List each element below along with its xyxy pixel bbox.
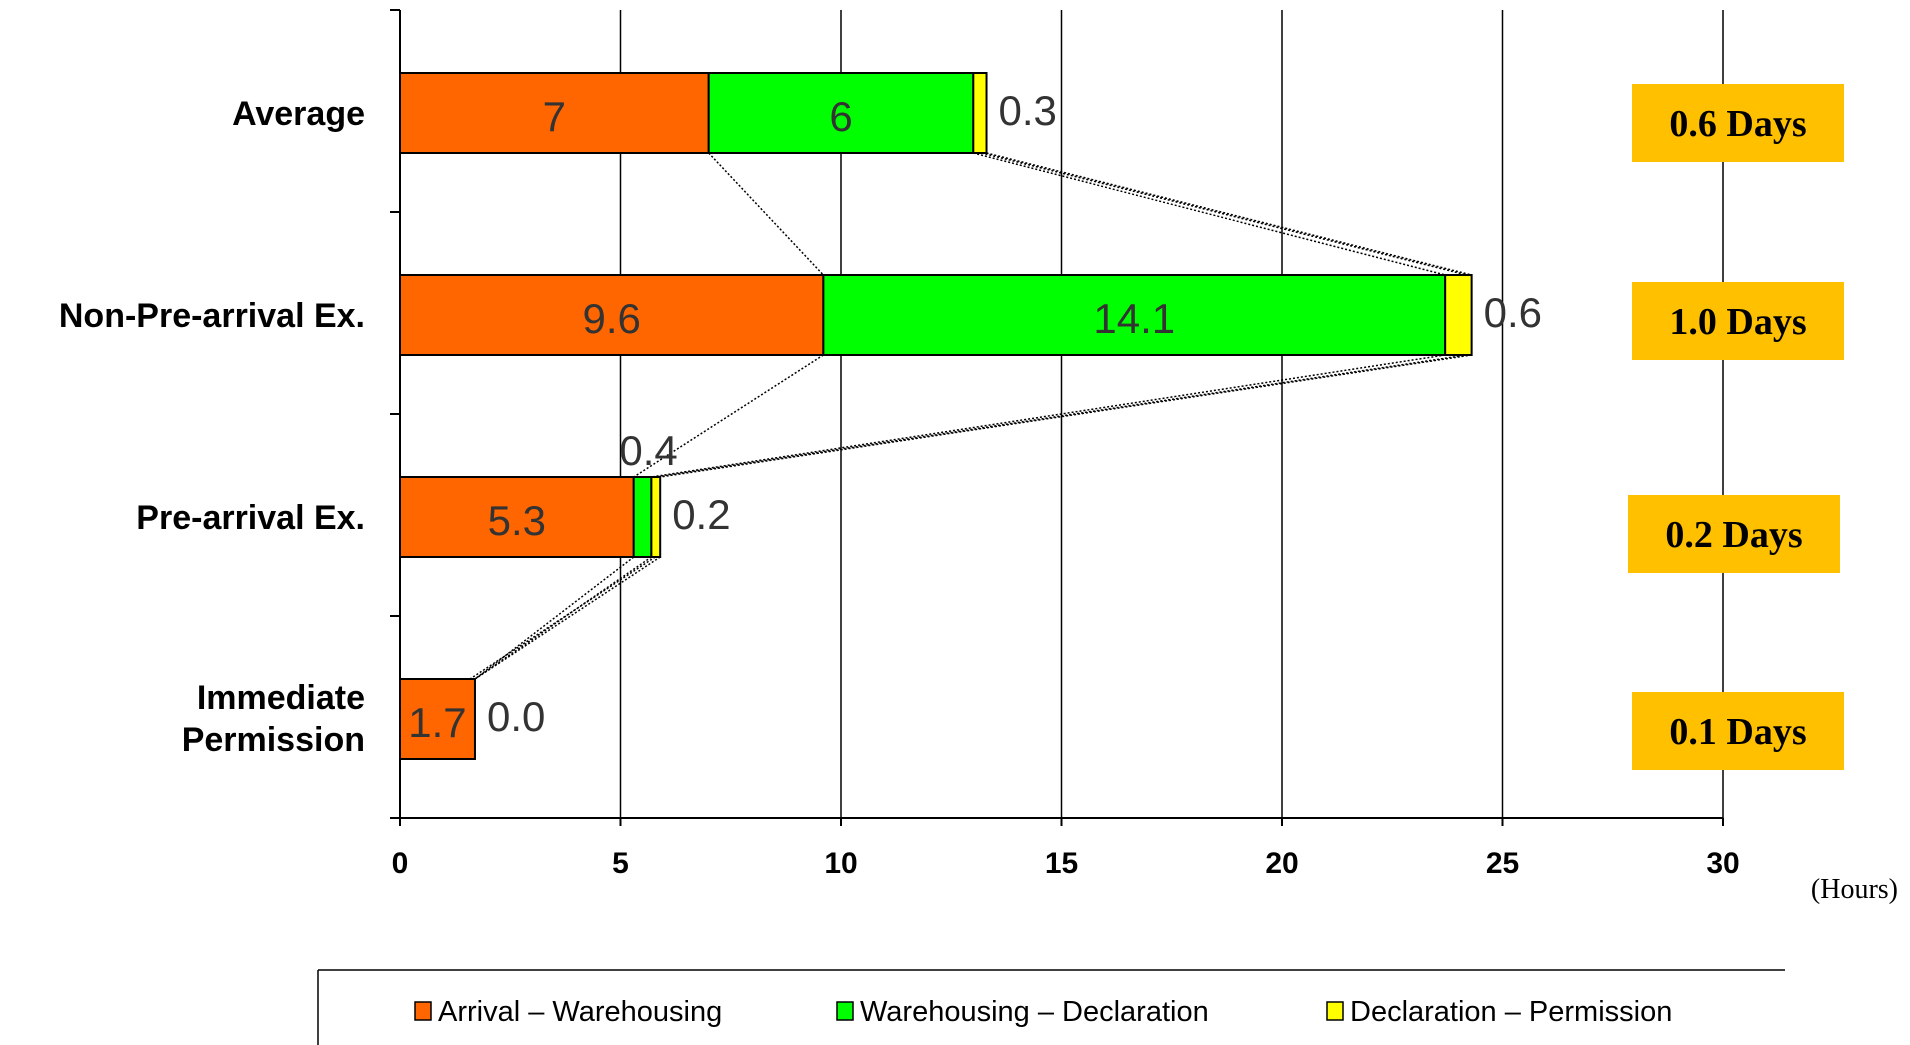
connector-line [651, 354, 1446, 478]
x-tick-label-25: 25 [1486, 847, 1519, 880]
days-box-3 [1628, 495, 1840, 573]
data-label-2-2: 14.1 [1093, 295, 1175, 342]
legend-label-2: Warehousing – Declaration [860, 996, 1209, 1028]
connector-line [469, 556, 656, 680]
data-label-3-3: 0.2 [672, 491, 730, 538]
category-label-1: Average [232, 95, 365, 133]
connector-line [474, 556, 661, 680]
x-tick-label-0: 0 [392, 847, 409, 880]
data-label-1-3: 0.3 [999, 87, 1057, 134]
bar-1-series-1 [399, 72, 710, 154]
x-tick-label-10: 10 [824, 847, 857, 880]
data-label-2-3: 0.6 [1484, 289, 1542, 336]
days-label-3: 0.2 Days [1665, 514, 1802, 556]
x-tick-label-20: 20 [1265, 847, 1298, 880]
bar-3-series-1 [399, 476, 635, 558]
days-box-2 [1632, 282, 1844, 360]
x-tick-label-30: 30 [1706, 847, 1739, 880]
x-tick-label-5: 5 [612, 847, 629, 880]
bar-4-series-1 [399, 678, 476, 760]
days-boxes: 0.6 Days 1.0 Days 0.2 Days 0.1 Days [1628, 84, 1844, 770]
data-label-1-1: 7 [543, 93, 566, 140]
bars [399, 72, 1473, 760]
data-label-4-1: 1.7 [408, 699, 466, 746]
bar-2-series-3 [1444, 274, 1473, 356]
connector-line [986, 152, 1472, 276]
x-tick-label-15: 15 [1045, 847, 1078, 880]
labels: Average Non-Pre-arrival Ex. Pre-arrival Ex… [59, 87, 1542, 759]
data-label-2-1: 9.6 [582, 295, 640, 342]
connector-line [660, 354, 1472, 478]
bar-2-series-2 [822, 274, 1447, 356]
days-label-1: 0.6 Days [1669, 103, 1806, 145]
connector-line [981, 152, 1467, 276]
category-label-3: Pre-arrival Ex. [136, 499, 365, 537]
connector-line [474, 556, 635, 680]
category-label-2: Non-Pre-arrival Ex. [59, 297, 365, 335]
legend-swatch-3 [1326, 1001, 1344, 1021]
legend: Arrival – Warehousing Warehousing – Decla… [317, 969, 1785, 1045]
data-label-3-1: 5.3 [488, 497, 546, 544]
data-label-1-2: 6 [829, 93, 852, 140]
connector-line [633, 354, 824, 478]
legend-swatch-2 [836, 1001, 854, 1021]
bar-3-series-3 [650, 476, 662, 558]
connector-line [973, 152, 1446, 276]
category-label-4: Immediate Permission [182, 679, 365, 759]
days-label-4: 0.1 Days [1669, 711, 1806, 753]
bar-3-series-2 [632, 476, 653, 558]
x-axis-unit: (Hours) [1811, 874, 1898, 905]
legend-label-1: Arrival – Warehousing [438, 996, 722, 1028]
bar-1-series-3 [972, 72, 988, 154]
bar-1-series-2 [707, 72, 975, 154]
days-label-2: 1.0 Days [1669, 301, 1806, 343]
connector-line [655, 354, 1467, 478]
days-box-4 [1632, 692, 1844, 770]
axes: 0 5 10 15 20 25 30 (Hours) [390, 9, 1898, 905]
legend-label-3: Declaration – Permission [1350, 996, 1672, 1028]
data-label-4-3: 0.0 [487, 693, 545, 740]
days-box-1 [1632, 84, 1844, 162]
connector-lines [469, 152, 1472, 680]
data-label-3-2: 0.4 [619, 427, 677, 474]
legend-swatch-1 [414, 1001, 432, 1021]
connector-line [708, 152, 824, 276]
